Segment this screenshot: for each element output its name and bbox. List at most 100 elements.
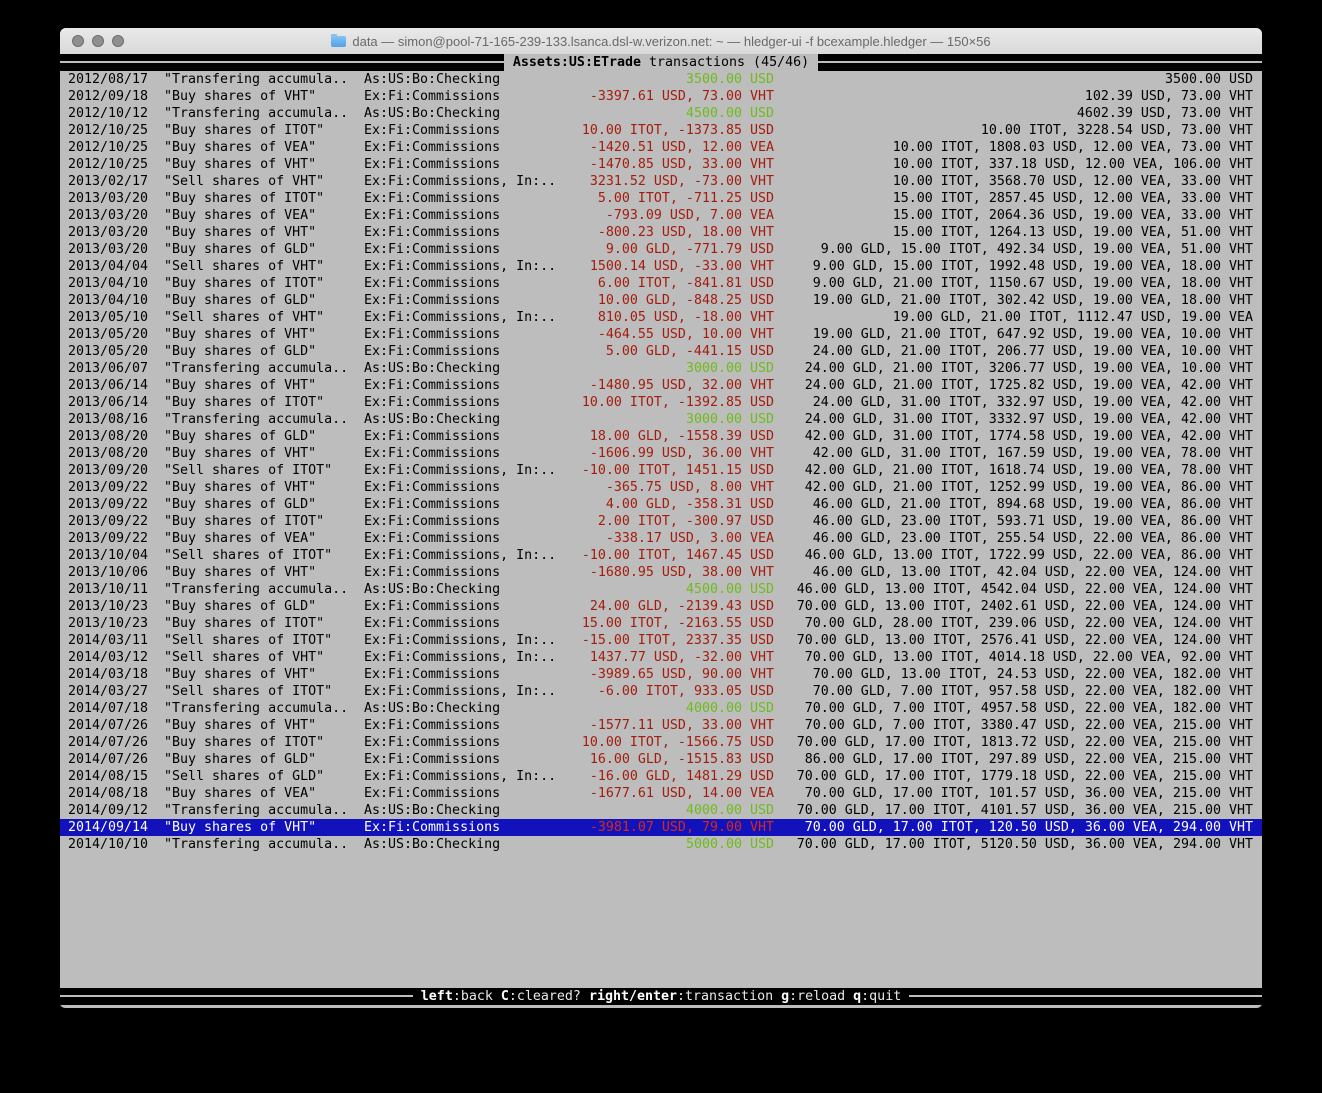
txn-change-amount: 5.00 ITOT, -711.25 USD [597,191,774,206]
transaction-row[interactable]: 2012/10/12 "Transfering accumula.. As:US:B… [60,105,1262,122]
txn-description: "Sell shares of ITOT" [164,684,333,699]
txn-balance-amount: 46.00 GLD, 13.00 ITOT, 42.04 USD, 22.00 … [812,565,1253,580]
txn-balance-amount: 46.00 GLD, 23.00 ITOT, 593.71 USD, 19.00… [812,514,1253,529]
transaction-row[interactable]: 2014/07/26 "Buy shares of GLD" Ex:Fi:Commi… [60,751,1262,768]
txn-change-amount: -15.00 ITOT, 2337.35 USD [581,633,774,648]
txn-other-accounts: As:US:Bo:Checking [364,72,501,87]
transaction-row[interactable]: 2013/06/14 "Buy shares of VHT" Ex:Fi:Commi… [60,377,1262,394]
txn-balance-amount: 70.00 GLD, 28.00 ITOT, 239.06 USD, 22.00… [804,616,1253,631]
hint-key-left: left [420,989,453,1004]
transaction-row[interactable]: 2012/10/25 "Buy shares of ITOT" Ex:Fi:Comm… [60,122,1262,139]
proxy-folder-icon [331,33,347,47]
txn-balance-amount: 9.00 GLD, 15.00 ITOT, 492.34 USD, 19.00 … [820,242,1253,257]
zoom-button[interactable] [112,35,124,47]
transaction-row[interactable]: 2014/07/26 "Buy shares of VHT" Ex:Fi:Commi… [60,717,1262,734]
transaction-row[interactable]: 2014/03/27 "Sell shares of ITOT" Ex:Fi:Com… [60,683,1262,700]
transaction-row[interactable]: 2013/04/10 "Buy shares of GLD" Ex:Fi:Commi… [60,292,1262,309]
transaction-row[interactable]: 2013/03/20 "Buy shares of VHT" Ex:Fi:Commi… [60,224,1262,241]
txn-change-amount: 10.00 ITOT, -1566.75 USD [581,735,774,750]
txn-description: "Buy shares of VHT" [164,327,317,342]
transaction-row[interactable]: 2013/05/20 "Buy shares of GLD" Ex:Fi:Commi… [60,343,1262,360]
txn-description: "Sell shares of ITOT" [164,548,333,563]
txn-description: "Buy shares of VEA" [164,140,317,155]
screen-title-account: Assets:US:ETrade [512,55,641,70]
minimize-button[interactable] [92,35,104,47]
txn-balance-amount: 15.00 ITOT, 1264.13 USD, 19.00 VEA, 51.0… [892,225,1253,240]
txn-description: "Transfering accumula.. [164,701,349,716]
txn-balance-amount: 42.00 GLD, 21.00 ITOT, 1252.99 USD, 19.0… [804,480,1253,495]
txn-description: "Buy shares of ITOT" [164,395,325,410]
txn-description: "Transfering accumula.. [164,803,349,818]
transaction-row[interactable]: 2013/06/07 "Transfering accumula.. As:US:B… [60,360,1262,377]
transaction-row[interactable]: 2014/03/18 "Buy shares of VHT" Ex:Fi:Commi… [60,666,1262,683]
transaction-row[interactable]: 2014/08/18 "Buy shares of VEA" Ex:Fi:Commi… [60,785,1262,802]
txn-description: "Buy shares of ITOT" [164,191,325,206]
transaction-row[interactable]: 2013/10/06 "Buy shares of VHT" Ex:Fi:Commi… [60,564,1262,581]
txn-date: 2013/06/14 [68,395,149,410]
transaction-row[interactable]: 2012/10/25 "Buy shares of VEA" Ex:Fi:Commi… [60,139,1262,156]
txn-balance-amount: 4602.39 USD, 73.00 VHT [1076,106,1253,121]
txn-date: 2013/04/10 [68,293,149,308]
transaction-row[interactable]: 2014/07/18 "Transfering accumula.. As:US:B… [60,700,1262,717]
txn-other-accounts: Ex:Fi:Commissions [364,480,501,495]
transaction-row[interactable]: 2012/09/18 "Buy shares of VHT" Ex:Fi:Commi… [60,88,1262,105]
transaction-row[interactable]: 2013/05/10 "Sell shares of VHT" Ex:Fi:Comm… [60,309,1262,326]
txn-other-accounts: Ex:Fi:Commissions, In:.. [364,548,557,563]
txn-balance-amount: 46.00 GLD, 23.00 ITOT, 255.54 USD, 22.00… [812,531,1253,546]
transaction-row[interactable]: 2014/03/12 "Sell shares of VHT" Ex:Fi:Comm… [60,649,1262,666]
txn-other-accounts: Ex:Fi:Commissions [364,157,501,172]
txn-balance-amount: 19.00 GLD, 21.00 ITOT, 1112.47 USD, 19.0… [892,310,1253,325]
transaction-row[interactable]: 2013/06/14 "Buy shares of ITOT" Ex:Fi:Comm… [60,394,1262,411]
txn-change-amount: -464.55 USD, 10.00 VHT [597,327,774,342]
txn-balance-amount: 3500.00 USD [1164,72,1253,87]
transaction-row[interactable]: 2013/03/20 "Buy shares of GLD" Ex:Fi:Commi… [60,241,1262,258]
close-button[interactable] [72,35,84,47]
txn-other-accounts: Ex:Fi:Commissions [364,735,501,750]
txn-date: 2013/09/22 [68,480,149,495]
transaction-row[interactable]: 2013/10/23 "Buy shares of ITOT" Ex:Fi:Comm… [60,615,1262,632]
txn-date: 2013/06/07 [68,361,149,376]
txn-description: "Transfering accumula.. [164,361,349,376]
transaction-row[interactable]: 2013/08/20 "Buy shares of GLD" Ex:Fi:Commi… [60,428,1262,445]
transaction-row[interactable]: 2014/10/10 "Transfering accumula.. As:US:B… [60,836,1262,853]
transaction-row[interactable]: 2014/03/11 "Sell shares of ITOT" Ex:Fi:Com… [60,632,1262,649]
terminal-window: data — simon@pool-71-165-239-133.lsanca.… [60,28,1262,1008]
hint-desc: :back [452,989,501,1004]
transaction-row[interactable]: 2013/09/22 "Buy shares of VHT" Ex:Fi:Commi… [60,479,1262,496]
txn-date: 2014/10/10 [68,837,149,852]
txn-other-accounts: Ex:Fi:Commissions [364,667,501,682]
transaction-row[interactable]: 2014/09/12 "Transfering accumula.. As:US:B… [60,802,1262,819]
transaction-row[interactable]: 2012/08/17 "Transfering accumula.. As:US:B… [60,71,1262,88]
transaction-row[interactable]: 2014/07/26 "Buy shares of ITOT" Ex:Fi:Comm… [60,734,1262,751]
transaction-row[interactable]: 2013/09/22 "Buy shares of VEA" Ex:Fi:Commi… [60,530,1262,547]
txn-date: 2013/06/14 [68,378,149,393]
transaction-row[interactable]: 2013/08/20 "Buy shares of VHT" Ex:Fi:Commi… [60,445,1262,462]
transaction-row[interactable]: 2013/10/04 "Sell shares of ITOT" Ex:Fi:Com… [60,547,1262,564]
transaction-row-selected[interactable]: 2014/09/14 "Buy shares of VHT" Ex:Fi:Commi… [60,819,1262,836]
transaction-row[interactable]: 2014/08/15 "Sell shares of GLD" Ex:Fi:Comm… [60,768,1262,785]
transaction-row[interactable]: 2013/09/22 "Buy shares of GLD" Ex:Fi:Commi… [60,496,1262,513]
txn-other-accounts: As:US:Bo:Checking [364,106,501,121]
titlebar[interactable]: data — simon@pool-71-165-239-133.lsanca.… [60,28,1262,55]
transaction-row[interactable]: 2013/08/16 "Transfering accumula.. As:US:B… [60,411,1262,428]
txn-change-amount: 4500.00 USD [685,106,774,121]
txn-date: 2013/03/20 [68,225,149,240]
transaction-row[interactable]: 2013/04/04 "Sell shares of VHT" Ex:Fi:Comm… [60,258,1262,275]
txn-date: 2012/10/25 [68,140,149,155]
txn-date: 2013/05/20 [68,327,149,342]
transaction-row[interactable]: 2013/02/17 "Sell shares of VHT" Ex:Fi:Comm… [60,173,1262,190]
transaction-row[interactable]: 2013/09/22 "Buy shares of ITOT" Ex:Fi:Comm… [60,513,1262,530]
transaction-row[interactable]: 2012/10/25 "Buy shares of VHT" Ex:Fi:Commi… [60,156,1262,173]
txn-other-accounts: Ex:Fi:Commissions, In:.. [364,463,557,478]
transaction-row[interactable]: 2013/03/20 "Buy shares of VEA" Ex:Fi:Commi… [60,207,1262,224]
transaction-row[interactable]: 2013/10/11 "Transfering accumula.. As:US:B… [60,581,1262,598]
transaction-row[interactable]: 2013/04/10 "Buy shares of ITOT" Ex:Fi:Comm… [60,275,1262,292]
transaction-row[interactable]: 2013/05/20 "Buy shares of VHT" Ex:Fi:Commi… [60,326,1262,343]
transaction-row[interactable]: 2013/03/20 "Buy shares of ITOT" Ex:Fi:Comm… [60,190,1262,207]
txn-description: "Buy shares of VHT" [164,820,317,835]
transaction-row[interactable]: 2013/10/23 "Buy shares of GLD" Ex:Fi:Commi… [60,598,1262,615]
transaction-row[interactable]: 2013/09/20 "Sell shares of ITOT" Ex:Fi:Com… [60,462,1262,479]
txn-change-amount: 10.00 GLD, -848.25 USD [597,293,774,308]
txn-date: 2013/10/23 [68,616,149,631]
